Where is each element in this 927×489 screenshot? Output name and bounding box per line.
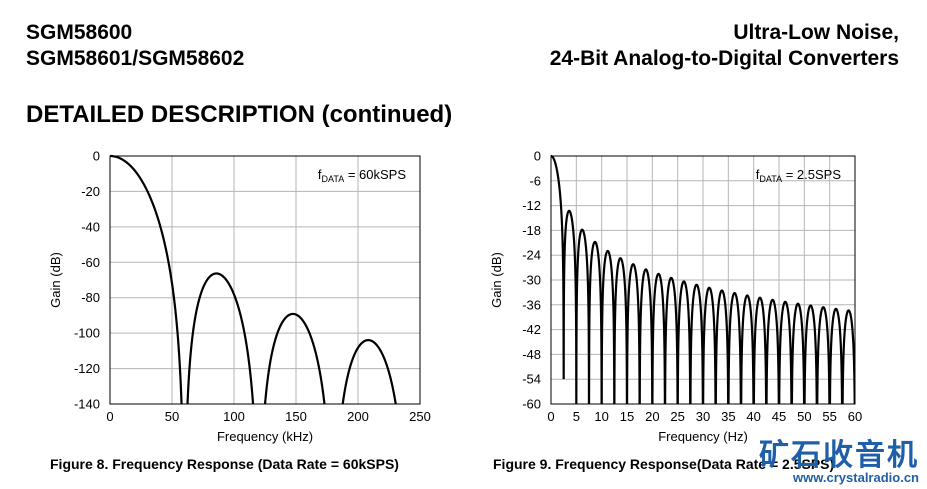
header-right: Ultra-Low Noise, 24-Bit Analog-to-Digita…: [550, 20, 899, 72]
y-tick-label: -40: [81, 219, 100, 234]
y-tick-label: -140: [74, 397, 100, 412]
y-tick-label: -120: [74, 361, 100, 376]
y-tick-label: 0: [93, 149, 100, 164]
y-tick-label: -48: [522, 347, 541, 362]
part-number-primary: SGM58600: [26, 21, 133, 44]
section-title: DETAILED DESCRIPTION (continued): [26, 101, 453, 128]
y-tick-label: -12: [522, 198, 541, 213]
x-axis-label: Frequency (Hz): [658, 429, 748, 444]
x-tick-label: 0: [547, 409, 554, 424]
x-tick-label: 40: [746, 409, 760, 424]
product-title-line1: Ultra-Low Noise,: [733, 21, 899, 44]
y-tick-label: -80: [81, 290, 100, 305]
y-axis-label: Gain (dB): [489, 252, 504, 308]
frequency-response-chart-60ksps: 0 50 100 150 200 250 0 -20 -40 -60 -80 -100 -120 -140…: [48, 149, 431, 445]
y-tick-label: -42: [522, 322, 541, 337]
x-tick-label: 200: [347, 409, 369, 424]
watermark-logo-text: 矿石收音机: [759, 439, 919, 472]
x-tick-label: 250: [409, 409, 431, 424]
x-tick-label: 50: [797, 409, 811, 424]
x-tick-label: 60: [848, 409, 862, 424]
frequency-response-chart-2-5sps: 0 5 10 15 20 25 30 35 40 45 50 55 60 0 -6 -12 -18 -24 -30 -…: [489, 149, 862, 445]
product-title-line2: 24-Bit Analog-to-Digital Converters: [549, 47, 899, 70]
x-axis-label: Frequency (kHz): [217, 429, 313, 444]
plot-frame: [109, 155, 421, 405]
part-number-variants: SGM58601/SGM58602: [26, 47, 245, 70]
x-tick-label: 25: [670, 409, 684, 424]
x-tick-label: 150: [285, 409, 307, 424]
figure-9-caption: Figure 9. Frequency Response(Data Rate =…: [493, 456, 835, 472]
x-tick-label: 15: [620, 409, 634, 424]
x-tick-label: 55: [822, 409, 836, 424]
y-tick-label: -30: [522, 273, 541, 288]
x-tick-label: 45: [772, 409, 786, 424]
sample-rate-annotation: fDATA = 60kSPS: [318, 167, 406, 184]
x-tick-label: 50: [165, 409, 179, 424]
frequency-response-curve: [110, 154, 397, 404]
x-tick-label: 5: [573, 409, 580, 424]
watermark-url: www.crystalradio.cn: [793, 470, 919, 485]
y-tick-label: -6: [529, 173, 541, 188]
y-tick-label: -24: [522, 248, 541, 263]
y-axis-label: Gain (dB): [48, 252, 63, 308]
x-tick-label: 20: [645, 409, 659, 424]
y-tick-label: 0: [534, 149, 541, 164]
x-tick-label: 30: [696, 409, 710, 424]
y-tick-label: -100: [74, 326, 100, 341]
y-tick-label: -60: [522, 397, 541, 412]
x-tick-label: 100: [223, 409, 245, 424]
x-tick-label: 10: [594, 409, 608, 424]
x-tick-label: 35: [721, 409, 735, 424]
y-tick-label: -54: [522, 372, 541, 387]
x-tick-label: 0: [106, 409, 113, 424]
y-tick-label: -18: [522, 223, 541, 238]
figure-8-caption: Figure 8. Frequency Response (Data Rate …: [50, 456, 399, 472]
y-tick-label: -20: [81, 184, 100, 199]
header-left: SGM58600 SGM58601/SGM58602: [26, 20, 244, 72]
y-tick-label: -60: [81, 255, 100, 270]
y-tick-label: -36: [522, 297, 541, 312]
plot-frame: [550, 155, 856, 405]
sample-rate-annotation: fDATA = 2.5SPS: [756, 167, 842, 184]
